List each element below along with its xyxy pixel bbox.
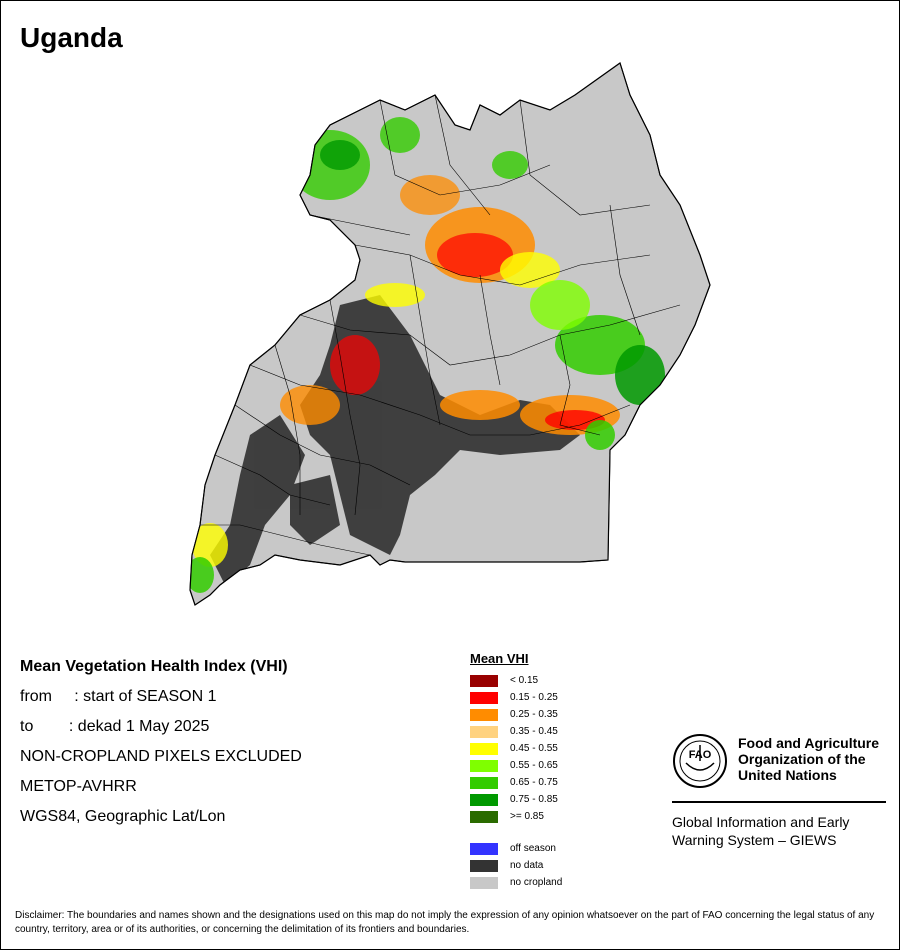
legend-swatch bbox=[470, 842, 498, 855]
legend-row: < 0.15 bbox=[470, 672, 562, 689]
legend-swatch bbox=[470, 876, 498, 889]
legend-label: < 0.15 bbox=[510, 675, 539, 686]
info-exclusion: NON-CROPLAND PIXELS EXCLUDED bbox=[20, 748, 302, 765]
info-sensor: METOP-AVHRR bbox=[20, 778, 137, 795]
info-to: to : dekad 1 May 2025 bbox=[20, 718, 210, 735]
legend-row: 0.45 - 0.55 bbox=[470, 740, 562, 757]
legend-classes: < 0.15 0.15 - 0.25 0.25 - 0.35 0.35 - 0.… bbox=[470, 672, 562, 825]
legend-label: 0.75 - 0.85 bbox=[510, 794, 558, 805]
legend-swatch bbox=[470, 759, 498, 772]
legend-label: no data bbox=[510, 860, 544, 871]
fao-organization-name: Food and Agriculture Organization of the… bbox=[738, 735, 898, 783]
fao-emblem-icon: FAO bbox=[673, 734, 727, 788]
divider bbox=[672, 801, 886, 803]
fao-name-line: Food and Agriculture bbox=[738, 735, 880, 751]
legend-swatch bbox=[470, 708, 498, 721]
legend-row: no cropland bbox=[470, 874, 562, 891]
giews-line: Warning System – GIEWS bbox=[672, 832, 837, 848]
legend-label: >= 0.85 bbox=[510, 811, 544, 822]
legend-swatch bbox=[470, 859, 498, 872]
legend-row: 0.75 - 0.85 bbox=[470, 791, 562, 808]
legend-swatch bbox=[470, 691, 498, 704]
legend-label: 0.35 - 0.45 bbox=[510, 726, 558, 737]
legend-swatch bbox=[470, 776, 498, 789]
yellow-patches bbox=[192, 252, 560, 567]
uganda-outline bbox=[189, 62, 711, 606]
red-stress-patches bbox=[280, 175, 620, 435]
legend-row: 0.55 - 0.65 bbox=[470, 757, 562, 774]
legend-row: off season bbox=[470, 840, 562, 857]
legend-label: 0.65 - 0.75 bbox=[510, 777, 558, 788]
legend-row: no data bbox=[470, 857, 562, 874]
fao-name-line: Organization of the bbox=[738, 751, 866, 767]
legend-title: Mean VHI bbox=[470, 651, 529, 666]
legend-label: 0.45 - 0.55 bbox=[510, 743, 558, 754]
uganda-vhi-map bbox=[189, 62, 711, 606]
legend-row: 0.15 - 0.25 bbox=[470, 689, 562, 706]
legend-swatch bbox=[470, 742, 498, 755]
giews-name: Global Information and Early Warning Sys… bbox=[672, 813, 892, 849]
legend-swatch bbox=[470, 793, 498, 806]
legend-label: 0.15 - 0.25 bbox=[510, 692, 558, 703]
info-heading: Mean Vegetation Health Index (VHI) bbox=[20, 658, 288, 675]
legend-row: 0.25 - 0.35 bbox=[470, 706, 562, 723]
legend-label: 0.55 - 0.65 bbox=[510, 760, 558, 771]
district-boundaries bbox=[200, 94, 681, 556]
legend-row: 0.35 - 0.45 bbox=[470, 723, 562, 740]
info-projection: WGS84, Geographic Lat/Lon bbox=[20, 808, 226, 825]
info-from: from : start of SEASON 1 bbox=[20, 688, 217, 705]
legend: Mean VHI < 0.15 0.15 - 0.25 0.25 - 0.35 … bbox=[470, 651, 562, 891]
legend-row: >= 0.85 bbox=[470, 808, 562, 825]
legend-label: off season bbox=[510, 843, 556, 854]
legend-special: off season no data no cropland bbox=[470, 840, 562, 891]
legend-label: no cropland bbox=[510, 877, 563, 888]
legend-swatch bbox=[470, 674, 498, 687]
legend-swatch bbox=[470, 725, 498, 738]
map-info: Mean Vegetation Health Index (VHI) from … bbox=[20, 656, 302, 836]
map-title: Uganda bbox=[20, 22, 123, 53]
giews-line: Global Information and Early bbox=[672, 814, 850, 830]
disclaimer: Disclaimer: The boundaries and names sho… bbox=[15, 910, 875, 935]
fao-name-line: United Nations bbox=[738, 767, 837, 783]
legend-label: 0.25 - 0.35 bbox=[510, 709, 558, 720]
fao-emblem-text: FAO bbox=[689, 749, 712, 761]
lake-albert bbox=[290, 255, 360, 345]
legend-swatch bbox=[470, 810, 498, 823]
lake-victoria bbox=[405, 445, 610, 562]
legend-row: 0.65 - 0.75 bbox=[470, 774, 562, 791]
